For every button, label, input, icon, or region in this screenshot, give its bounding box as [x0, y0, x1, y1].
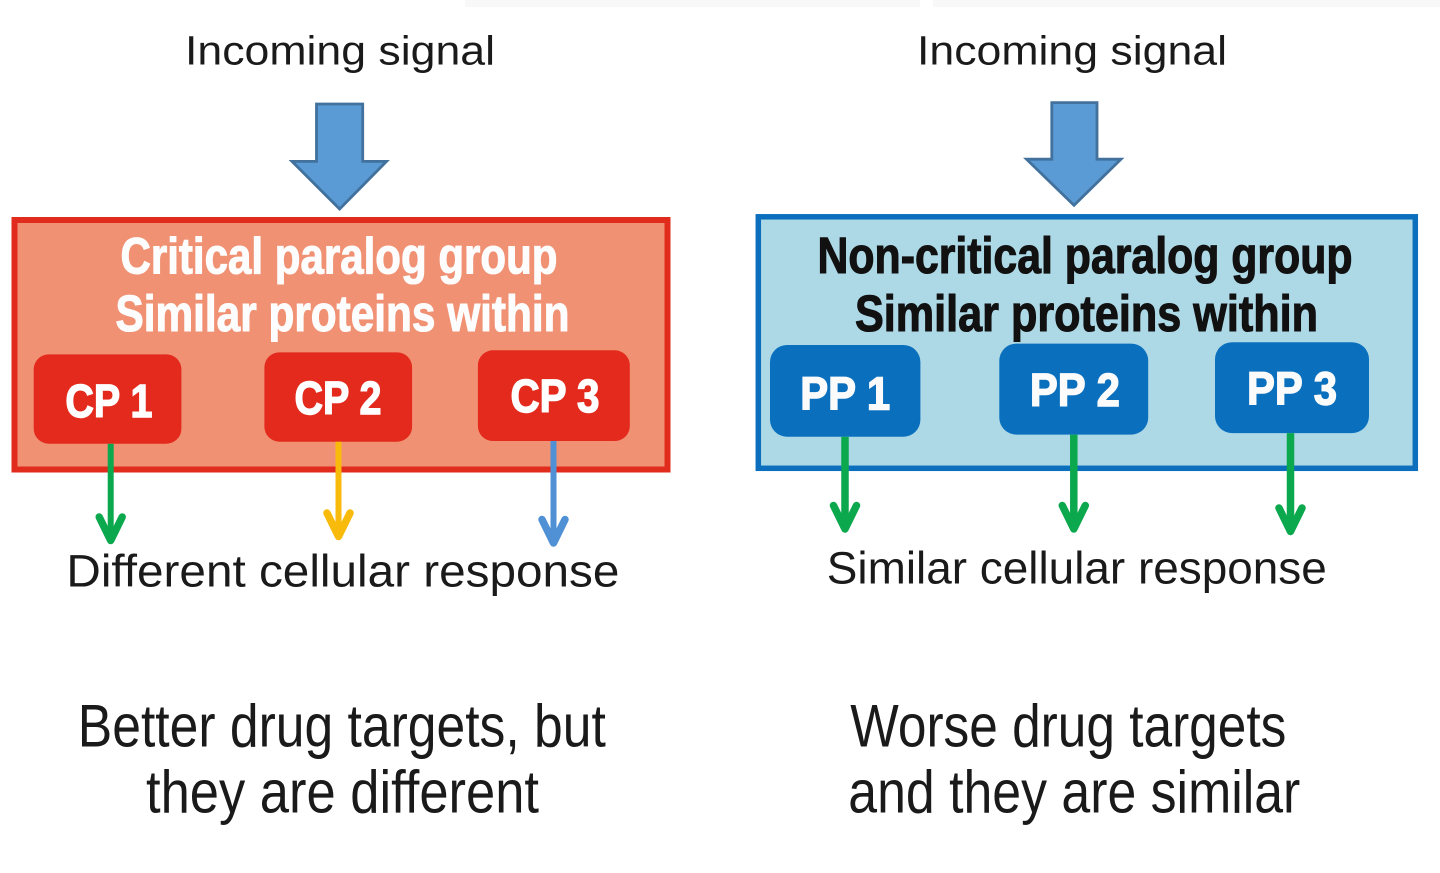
svg-text:Different cellular response: Different cellular response — [66, 545, 619, 596]
svg-text:and they are similar: and they are similar — [848, 759, 1300, 826]
svg-text:Non-critical paralog group: Non-critical paralog group — [818, 227, 1353, 284]
svg-text:PP 2: PP 2 — [1030, 364, 1120, 416]
svg-text:Incoming signal: Incoming signal — [185, 28, 495, 74]
svg-text:Critical paralog group: Critical paralog group — [121, 228, 558, 285]
svg-text:Incoming signal: Incoming signal — [917, 28, 1227, 74]
svg-text:PP 1: PP 1 — [800, 368, 890, 420]
svg-text:Similar cellular response: Similar cellular response — [827, 542, 1327, 593]
svg-text:CP 2: CP 2 — [295, 372, 382, 424]
svg-text:they are different: they are different — [146, 759, 539, 826]
svg-text:Similar proteins within: Similar proteins within — [116, 285, 570, 342]
svg-text:Similar proteins within: Similar proteins within — [855, 285, 1318, 342]
svg-text:CP 3: CP 3 — [511, 370, 600, 422]
svg-text:Better drug targets, but: Better drug targets, but — [78, 693, 606, 760]
svg-text:PP 3: PP 3 — [1247, 363, 1337, 415]
svg-text:Worse drug targets: Worse drug targets — [850, 693, 1286, 760]
svg-text:CP 1: CP 1 — [65, 375, 152, 427]
